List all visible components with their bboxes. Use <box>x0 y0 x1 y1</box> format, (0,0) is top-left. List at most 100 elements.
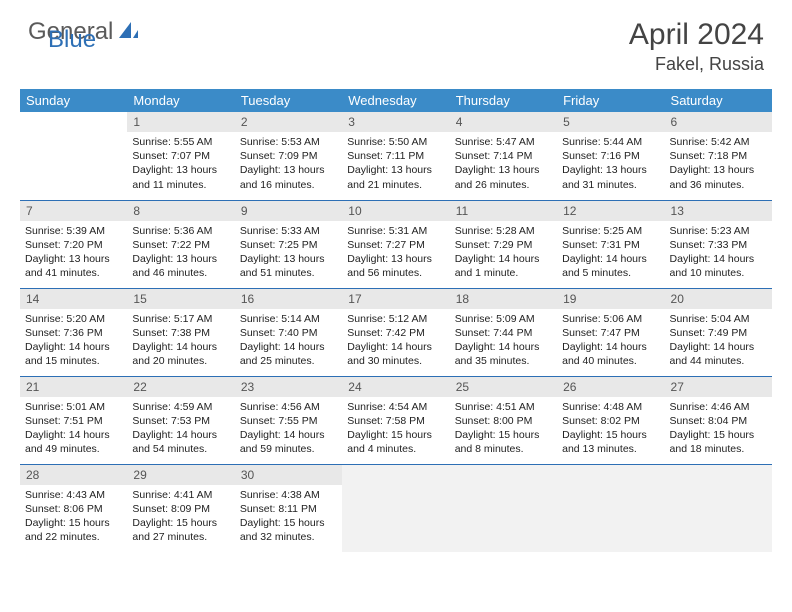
calendar-cell: 6Sunrise: 5:42 AMSunset: 7:18 PMDaylight… <box>665 112 772 200</box>
day-number: 19 <box>557 289 664 309</box>
calendar-cell: 19Sunrise: 5:06 AMSunset: 7:47 PMDayligh… <box>557 288 664 376</box>
day-number: 28 <box>20 465 127 485</box>
day-body: Sunrise: 4:46 AMSunset: 8:04 PMDaylight:… <box>665 397 772 460</box>
day-number: 4 <box>450 112 557 132</box>
day-body: Sunrise: 5:23 AMSunset: 7:33 PMDaylight:… <box>665 221 772 284</box>
calendar-cell <box>557 464 664 552</box>
day-number: 9 <box>235 201 342 221</box>
day-number: 30 <box>235 465 342 485</box>
calendar-cell <box>20 112 127 200</box>
logo-sail-icon <box>117 20 139 45</box>
day-number: 15 <box>127 289 234 309</box>
calendar-cell: 9Sunrise: 5:33 AMSunset: 7:25 PMDaylight… <box>235 200 342 288</box>
day-number: 6 <box>665 112 772 132</box>
location-label: Fakel, Russia <box>629 54 764 75</box>
calendar-cell: 3Sunrise: 5:50 AMSunset: 7:11 PMDaylight… <box>342 112 449 200</box>
day-body: Sunrise: 4:51 AMSunset: 8:00 PMDaylight:… <box>450 397 557 460</box>
calendar-row: 14Sunrise: 5:20 AMSunset: 7:36 PMDayligh… <box>20 288 772 376</box>
weekday-header: Sunday <box>20 89 127 112</box>
calendar-cell: 17Sunrise: 5:12 AMSunset: 7:42 PMDayligh… <box>342 288 449 376</box>
day-number: 18 <box>450 289 557 309</box>
calendar-cell <box>342 464 449 552</box>
calendar-cell: 28Sunrise: 4:43 AMSunset: 8:06 PMDayligh… <box>20 464 127 552</box>
calendar-cell: 8Sunrise: 5:36 AMSunset: 7:22 PMDaylight… <box>127 200 234 288</box>
day-number: 11 <box>450 201 557 221</box>
page-title: April 2024 <box>629 18 764 52</box>
calendar-cell: 7Sunrise: 5:39 AMSunset: 7:20 PMDaylight… <box>20 200 127 288</box>
day-body: Sunrise: 5:44 AMSunset: 7:16 PMDaylight:… <box>557 132 664 195</box>
calendar-row: 21Sunrise: 5:01 AMSunset: 7:51 PMDayligh… <box>20 376 772 464</box>
calendar-cell: 2Sunrise: 5:53 AMSunset: 7:09 PMDaylight… <box>235 112 342 200</box>
day-number: 12 <box>557 201 664 221</box>
calendar-cell: 20Sunrise: 5:04 AMSunset: 7:49 PMDayligh… <box>665 288 772 376</box>
day-number: 17 <box>342 289 449 309</box>
calendar-cell: 15Sunrise: 5:17 AMSunset: 7:38 PMDayligh… <box>127 288 234 376</box>
day-body: Sunrise: 4:54 AMSunset: 7:58 PMDaylight:… <box>342 397 449 460</box>
day-body: Sunrise: 5:42 AMSunset: 7:18 PMDaylight:… <box>665 132 772 195</box>
day-body: Sunrise: 4:38 AMSunset: 8:11 PMDaylight:… <box>235 485 342 548</box>
day-body: Sunrise: 5:33 AMSunset: 7:25 PMDaylight:… <box>235 221 342 284</box>
day-body: Sunrise: 4:48 AMSunset: 8:02 PMDaylight:… <box>557 397 664 460</box>
calendar-cell: 29Sunrise: 4:41 AMSunset: 8:09 PMDayligh… <box>127 464 234 552</box>
calendar-cell <box>450 464 557 552</box>
day-body: Sunrise: 5:31 AMSunset: 7:27 PMDaylight:… <box>342 221 449 284</box>
day-number: 27 <box>665 377 772 397</box>
day-body: Sunrise: 5:20 AMSunset: 7:36 PMDaylight:… <box>20 309 127 372</box>
calendar-cell: 30Sunrise: 4:38 AMSunset: 8:11 PMDayligh… <box>235 464 342 552</box>
calendar-row: 7Sunrise: 5:39 AMSunset: 7:20 PMDaylight… <box>20 200 772 288</box>
calendar-cell: 16Sunrise: 5:14 AMSunset: 7:40 PMDayligh… <box>235 288 342 376</box>
calendar-cell: 14Sunrise: 5:20 AMSunset: 7:36 PMDayligh… <box>20 288 127 376</box>
weekday-header: Thursday <box>450 89 557 112</box>
header: General April 2024 Fakel, Russia <box>0 0 792 83</box>
calendar-row: 28Sunrise: 4:43 AMSunset: 8:06 PMDayligh… <box>20 464 772 552</box>
day-number: 1 <box>127 112 234 132</box>
day-body: Sunrise: 5:04 AMSunset: 7:49 PMDaylight:… <box>665 309 772 372</box>
calendar-cell: 5Sunrise: 5:44 AMSunset: 7:16 PMDaylight… <box>557 112 664 200</box>
calendar-cell: 18Sunrise: 5:09 AMSunset: 7:44 PMDayligh… <box>450 288 557 376</box>
calendar-table: SundayMondayTuesdayWednesdayThursdayFrid… <box>20 89 772 552</box>
day-body: Sunrise: 5:50 AMSunset: 7:11 PMDaylight:… <box>342 132 449 195</box>
day-body: Sunrise: 5:55 AMSunset: 7:07 PMDaylight:… <box>127 132 234 195</box>
day-body: Sunrise: 5:36 AMSunset: 7:22 PMDaylight:… <box>127 221 234 284</box>
calendar-cell: 4Sunrise: 5:47 AMSunset: 7:14 PMDaylight… <box>450 112 557 200</box>
logo-text-blue: Blue <box>48 26 96 53</box>
calendar-body: 1Sunrise: 5:55 AMSunset: 7:07 PMDaylight… <box>20 112 772 552</box>
title-block: April 2024 Fakel, Russia <box>629 18 764 75</box>
calendar-cell: 11Sunrise: 5:28 AMSunset: 7:29 PMDayligh… <box>450 200 557 288</box>
day-number: 7 <box>20 201 127 221</box>
day-number: 23 <box>235 377 342 397</box>
calendar-cell: 10Sunrise: 5:31 AMSunset: 7:27 PMDayligh… <box>342 200 449 288</box>
day-number: 25 <box>450 377 557 397</box>
calendar-cell: 22Sunrise: 4:59 AMSunset: 7:53 PMDayligh… <box>127 376 234 464</box>
calendar-cell: 13Sunrise: 5:23 AMSunset: 7:33 PMDayligh… <box>665 200 772 288</box>
weekday-header: Tuesday <box>235 89 342 112</box>
day-number: 29 <box>127 465 234 485</box>
day-body: Sunrise: 5:01 AMSunset: 7:51 PMDaylight:… <box>20 397 127 460</box>
day-number: 2 <box>235 112 342 132</box>
day-number: 26 <box>557 377 664 397</box>
day-number: 5 <box>557 112 664 132</box>
calendar-cell: 21Sunrise: 5:01 AMSunset: 7:51 PMDayligh… <box>20 376 127 464</box>
calendar-cell: 1Sunrise: 5:55 AMSunset: 7:07 PMDaylight… <box>127 112 234 200</box>
day-body: Sunrise: 5:06 AMSunset: 7:47 PMDaylight:… <box>557 309 664 372</box>
day-body: Sunrise: 4:41 AMSunset: 8:09 PMDaylight:… <box>127 485 234 548</box>
weekday-header-row: SundayMondayTuesdayWednesdayThursdayFrid… <box>20 89 772 112</box>
weekday-header: Wednesday <box>342 89 449 112</box>
day-body: Sunrise: 4:43 AMSunset: 8:06 PMDaylight:… <box>20 485 127 548</box>
calendar-cell: 24Sunrise: 4:54 AMSunset: 7:58 PMDayligh… <box>342 376 449 464</box>
day-body: Sunrise: 5:39 AMSunset: 7:20 PMDaylight:… <box>20 221 127 284</box>
day-number: 16 <box>235 289 342 309</box>
day-body: Sunrise: 5:28 AMSunset: 7:29 PMDaylight:… <box>450 221 557 284</box>
calendar-cell: 23Sunrise: 4:56 AMSunset: 7:55 PMDayligh… <box>235 376 342 464</box>
day-body: Sunrise: 4:56 AMSunset: 7:55 PMDaylight:… <box>235 397 342 460</box>
day-body: Sunrise: 5:09 AMSunset: 7:44 PMDaylight:… <box>450 309 557 372</box>
day-number: 10 <box>342 201 449 221</box>
calendar-cell: 26Sunrise: 4:48 AMSunset: 8:02 PMDayligh… <box>557 376 664 464</box>
calendar-cell: 25Sunrise: 4:51 AMSunset: 8:00 PMDayligh… <box>450 376 557 464</box>
day-body: Sunrise: 5:53 AMSunset: 7:09 PMDaylight:… <box>235 132 342 195</box>
day-number: 22 <box>127 377 234 397</box>
calendar-cell: 27Sunrise: 4:46 AMSunset: 8:04 PMDayligh… <box>665 376 772 464</box>
day-body: Sunrise: 5:14 AMSunset: 7:40 PMDaylight:… <box>235 309 342 372</box>
day-body: Sunrise: 5:12 AMSunset: 7:42 PMDaylight:… <box>342 309 449 372</box>
day-number: 14 <box>20 289 127 309</box>
